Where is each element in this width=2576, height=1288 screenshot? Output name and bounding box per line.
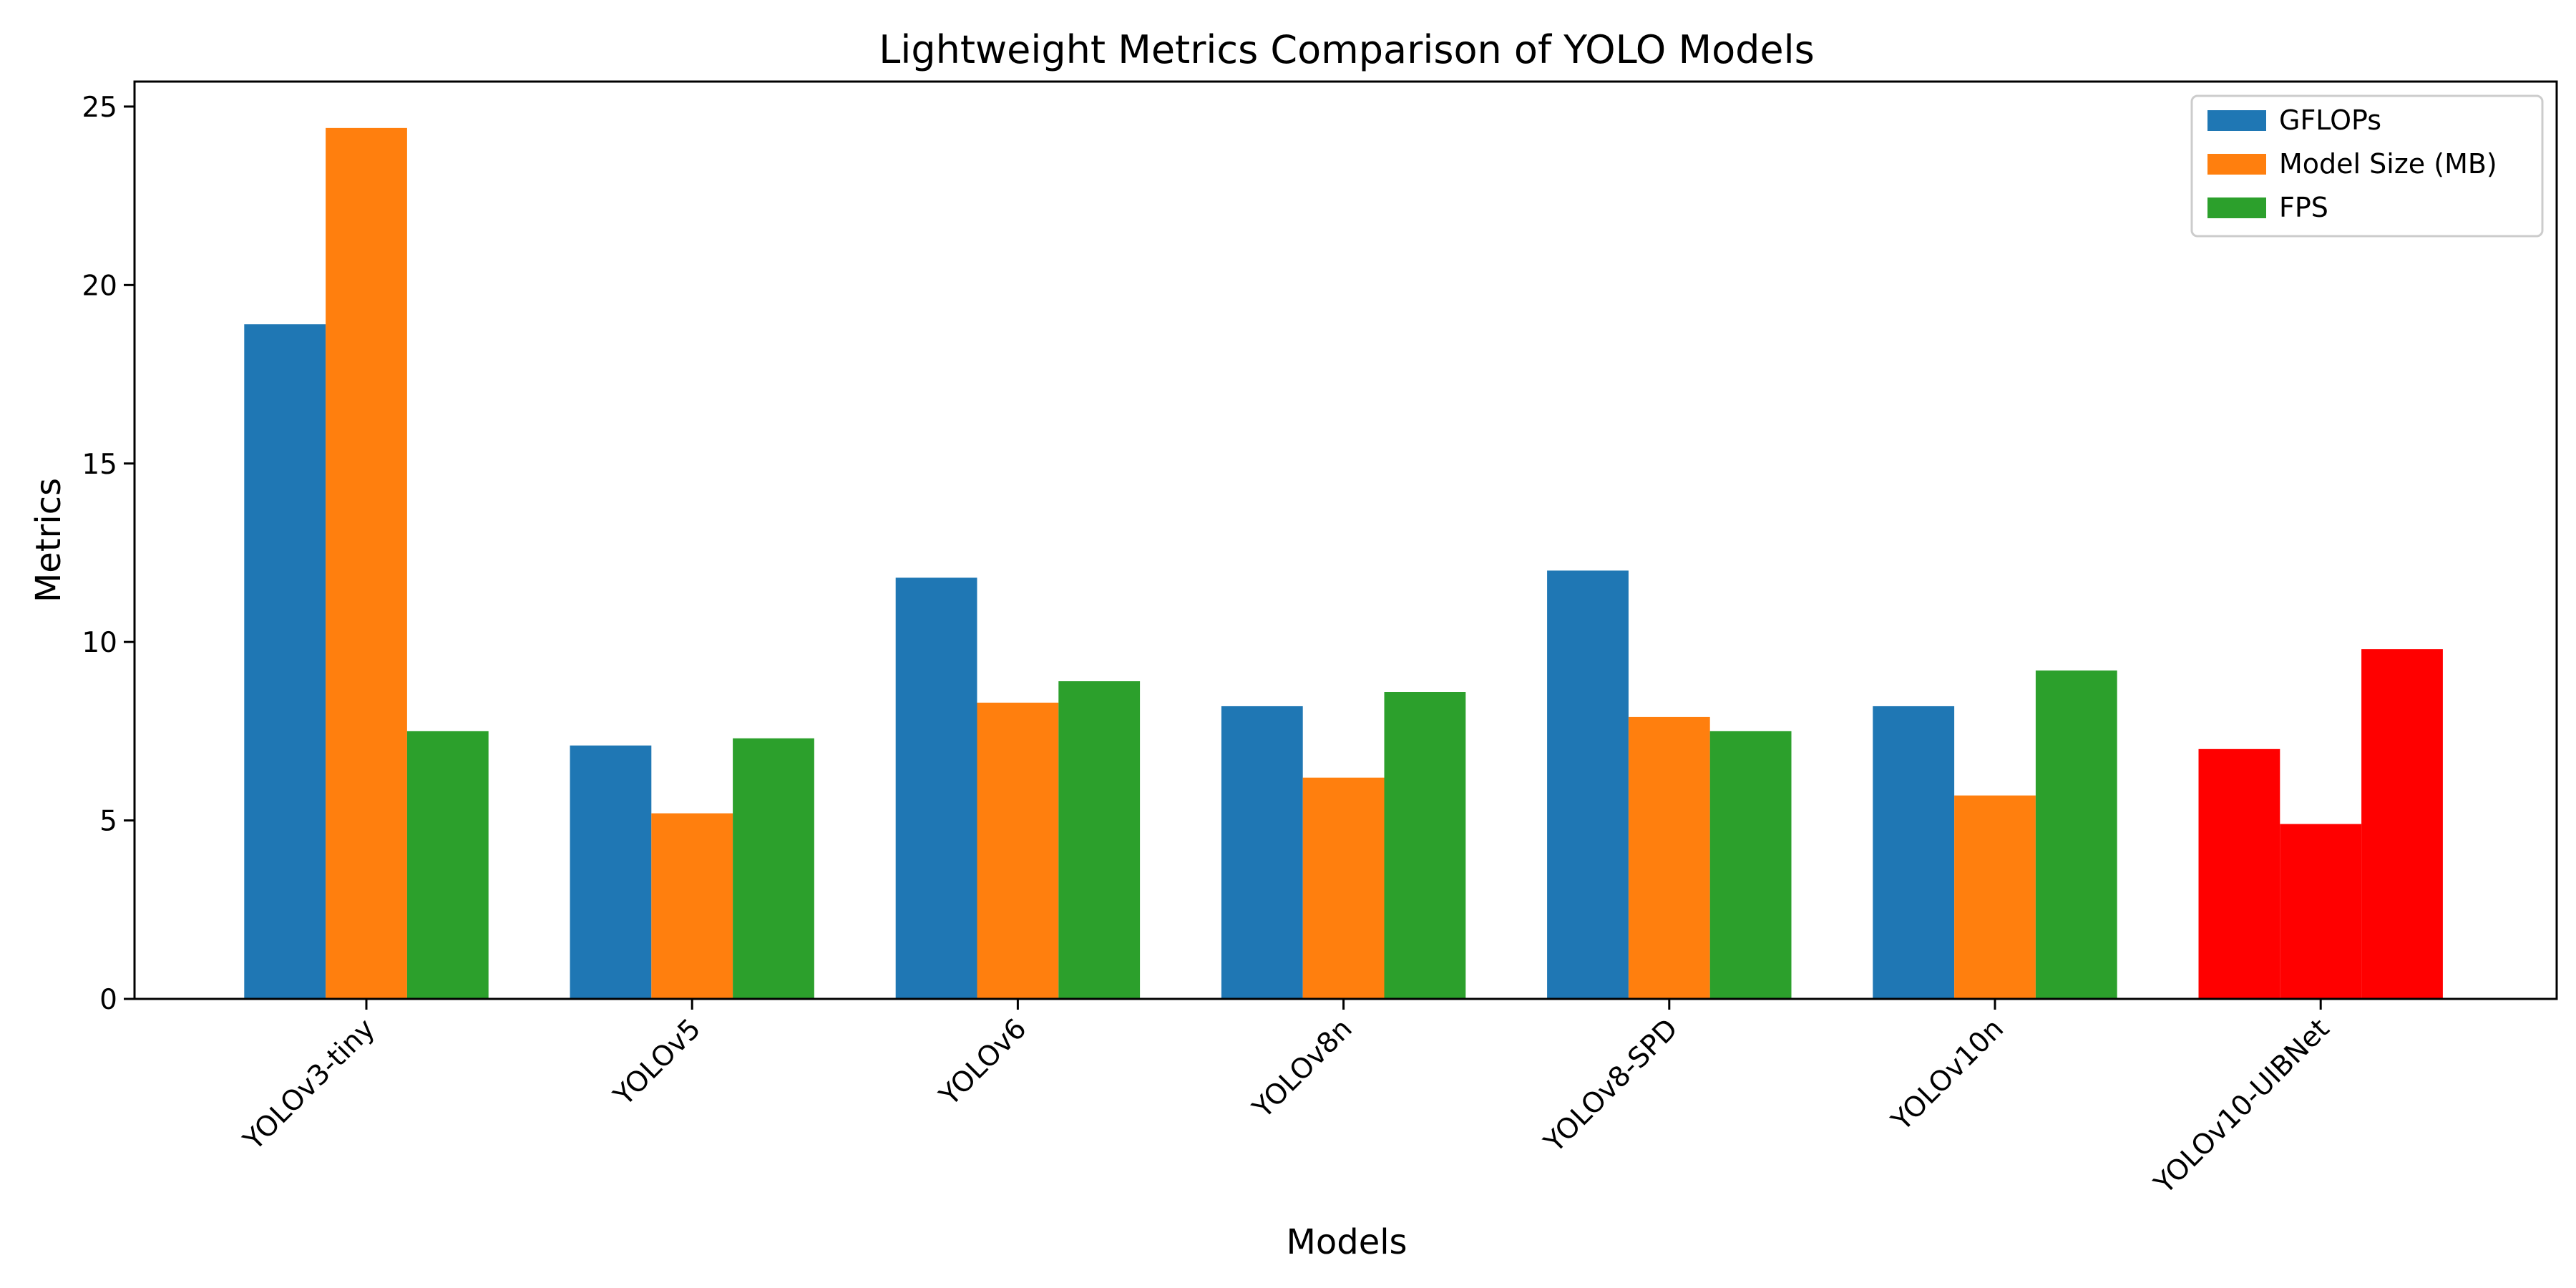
bar [326, 127, 407, 999]
bar [1709, 731, 1792, 999]
legend-swatch [2207, 110, 2266, 131]
bar [1384, 692, 1466, 999]
bar [2198, 748, 2280, 999]
bar [895, 577, 977, 999]
bars [244, 127, 2443, 999]
bar [651, 813, 733, 999]
y-tick-label: 15 [82, 449, 117, 481]
bar [2035, 670, 2117, 999]
bar [244, 324, 326, 999]
bar [1628, 716, 1710, 999]
x-tick-label: YOLOv6 [933, 1013, 1033, 1113]
x-tick-label: YOLOv3-tiny [237, 1013, 381, 1157]
y-axis-label: Metrics [29, 478, 69, 602]
bar [1873, 706, 1955, 999]
x-tick-label: YOLOv5 [608, 1013, 708, 1113]
legend-label: FPS [2279, 192, 2328, 223]
legend-label: GFLOPs [2279, 104, 2381, 136]
x-tick-label: YOLOv8n [1246, 1013, 1359, 1125]
bar [570, 745, 652, 999]
y-tick-label: 20 [82, 270, 117, 302]
x-tick-label: YOLOv10-UIBNet [2148, 1013, 2336, 1201]
bar [1058, 681, 1141, 999]
y-tick-label: 5 [99, 806, 117, 838]
bar [2361, 649, 2443, 999]
y-axis-ticks: 0 5 10 15 20 25 [82, 92, 135, 1016]
y-tick-label: 10 [82, 627, 117, 659]
bar [1302, 777, 1385, 999]
legend-label: Model Size (MB) [2279, 148, 2497, 180]
bar [406, 731, 489, 999]
plot-frame [133, 80, 2558, 1000]
x-axis-ticks: YOLOv3-tiny YOLOv5 YOLOv6 YOLOv8n YOLOv8-SPD… [237, 999, 2336, 1201]
bar [1547, 570, 1629, 999]
bar [1954, 795, 2036, 999]
x-axis-label: Models [1286, 1222, 1407, 1262]
legend-swatch [2207, 197, 2266, 218]
bar [1221, 706, 1303, 999]
bar [733, 738, 814, 999]
chart-title: Lightweight Metrics Comparison of YOLO M… [879, 27, 1815, 72]
x-tick-label: YOLOv10n [1885, 1013, 2011, 1138]
legend: GFLOPs Model Size (MB) FPS [2190, 94, 2544, 238]
legend-swatch [2207, 154, 2266, 175]
y-tick-label: 0 [99, 984, 117, 1016]
y-tick-label: 25 [82, 92, 117, 124]
x-tick-label: YOLOv8-SPD [1538, 1013, 1684, 1159]
legend-frame [2190, 94, 2544, 238]
bar [977, 702, 1059, 999]
bar [2280, 824, 2362, 999]
